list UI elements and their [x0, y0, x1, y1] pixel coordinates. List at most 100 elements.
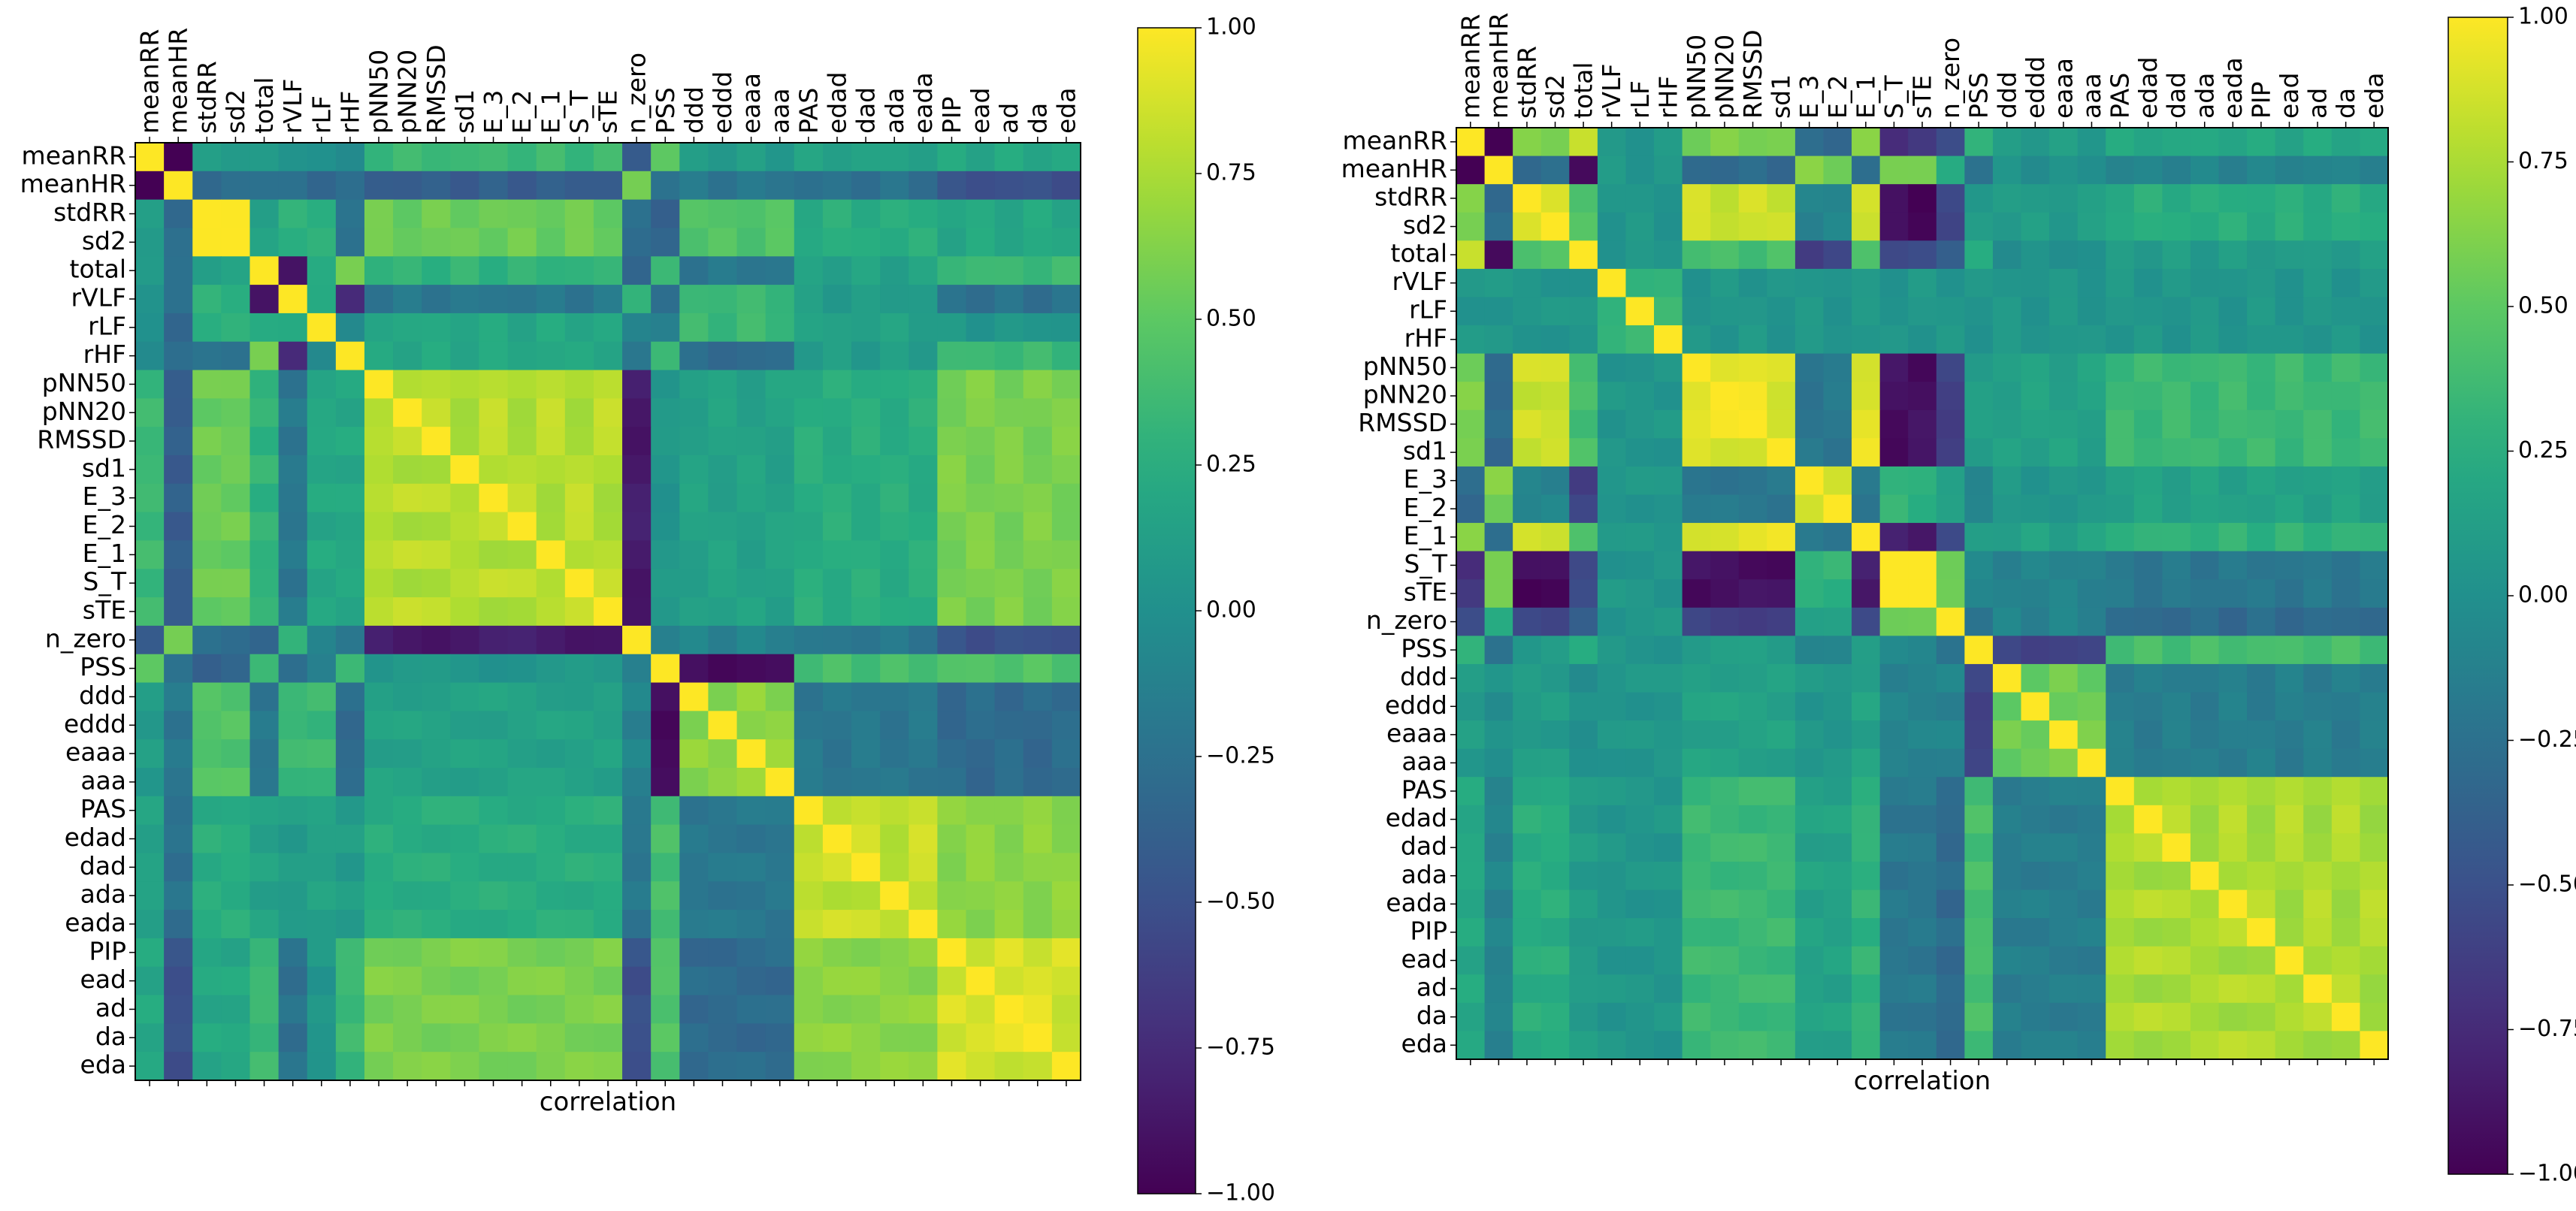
colorbar-tick-label: −0.50 [2518, 871, 2576, 898]
heatmap-cell [1794, 551, 1825, 580]
heatmap-cell [1051, 285, 1081, 314]
heatmap-cell [1879, 268, 1909, 298]
heatmap-cell [2303, 382, 2333, 411]
heatmap-cell [1682, 607, 1711, 636]
heatmap-cell [679, 512, 709, 542]
heatmap-cell [851, 824, 881, 854]
heatmap-cell [1823, 1031, 1852, 1060]
heatmap-cell [794, 341, 824, 371]
heatmap-cell [851, 768, 881, 797]
heatmap-cell [1992, 551, 2022, 580]
heatmap-cell [2162, 833, 2191, 862]
x-tick-label: ad [2303, 88, 2333, 119]
heatmap-cell [164, 370, 193, 399]
heatmap-cell [1597, 663, 1627, 693]
x-tick-label: ddd [1992, 71, 2021, 119]
heatmap-cell [507, 995, 537, 1024]
y-tick-label: PSS [80, 652, 126, 681]
x-axis-label: correlation [1854, 1066, 1991, 1096]
heatmap-cell [479, 171, 509, 201]
heatmap-cell [307, 1023, 337, 1052]
heatmap-cell [249, 654, 280, 684]
heatmap-cell [765, 483, 795, 513]
heatmap-cell [994, 455, 1024, 485]
heatmap-cell [2218, 409, 2248, 439]
y-tick-label: total [70, 255, 126, 284]
heatmap-cell [679, 398, 709, 427]
heatmap-cell [679, 483, 709, 513]
heatmap-cell [1908, 438, 1937, 467]
heatmap-cell [1540, 1002, 1570, 1032]
x-tick-label: E_3 [479, 90, 508, 134]
heatmap-cell [1023, 370, 1053, 399]
heatmap-cell [1513, 607, 1542, 636]
heatmap-cell [1456, 466, 1486, 496]
heatmap-cell [794, 540, 824, 569]
heatmap-cell [335, 682, 365, 711]
y-tick-label: ada [1401, 859, 1447, 889]
heatmap-cell [1936, 240, 1965, 270]
heatmap-cell [1852, 777, 1881, 806]
heatmap-cell [221, 597, 251, 627]
heatmap-cell [909, 910, 938, 939]
heatmap-cell [2049, 240, 2079, 270]
heatmap-cell [880, 966, 909, 996]
heatmap-cell [422, 853, 451, 882]
heatmap-cell [221, 824, 251, 854]
heatmap-cell [335, 199, 365, 229]
heatmap-cell [507, 1052, 537, 1081]
heatmap-cell [1513, 579, 1542, 609]
x-tick-label: ad [994, 103, 1023, 134]
heatmap-cell [1852, 607, 1881, 636]
heatmap-cell [1023, 285, 1053, 314]
heatmap-cell [1625, 636, 1655, 665]
heatmap-cell [622, 483, 652, 513]
heatmap-cell [736, 398, 766, 427]
heatmap-cell [937, 654, 967, 684]
heatmap-cell [1852, 494, 1881, 524]
heatmap-cell [2021, 636, 2050, 665]
heatmap-cell [822, 1023, 852, 1052]
heatmap-cell [1823, 918, 1852, 947]
y-tick-label: meanRR [22, 140, 126, 170]
heatmap-cell [1597, 156, 1627, 185]
heatmap-cell [536, 455, 566, 485]
heatmap-cell [2247, 494, 2276, 524]
heatmap-cell [1852, 748, 1881, 778]
heatmap-cell [536, 796, 566, 826]
heatmap-cell [708, 966, 738, 996]
heatmap-cell [364, 824, 394, 854]
heatmap-cell [1023, 256, 1053, 285]
heatmap-cell [2190, 494, 2220, 524]
heatmap-cell [1767, 692, 1796, 721]
heatmap-cell [1513, 438, 1542, 467]
heatmap-cell [1738, 212, 1767, 241]
heatmap-cell [479, 966, 509, 996]
x-tick-label: rHF [335, 91, 364, 134]
heatmap-cell [1852, 918, 1881, 947]
heatmap-cell [909, 199, 938, 229]
heatmap-cell [1597, 918, 1627, 947]
heatmap-cell [736, 285, 766, 314]
heatmap-cell [2133, 889, 2163, 919]
heatmap-cell [1023, 853, 1053, 882]
heatmap-cell [1738, 918, 1767, 947]
heatmap-cell [2190, 720, 2220, 750]
heatmap-cell [1654, 551, 1683, 580]
heatmap-cell [1710, 523, 1740, 552]
heatmap-cell [479, 569, 509, 598]
heatmap-cell [1569, 128, 1598, 157]
heatmap-cell [135, 597, 165, 627]
heatmap-cell [2275, 240, 2304, 270]
heatmap-cell [2133, 607, 2163, 636]
heatmap-cell [1936, 128, 1965, 157]
heatmap-cell [1710, 1031, 1740, 1060]
heatmap-cell [278, 711, 308, 740]
heatmap-cell [307, 739, 337, 769]
heatmap-cell [2162, 861, 2191, 891]
heatmap-cell [1625, 692, 1655, 721]
heatmap-cell [1879, 156, 1909, 185]
heatmap-cell [2021, 268, 2050, 298]
heatmap-cell [1738, 382, 1767, 411]
